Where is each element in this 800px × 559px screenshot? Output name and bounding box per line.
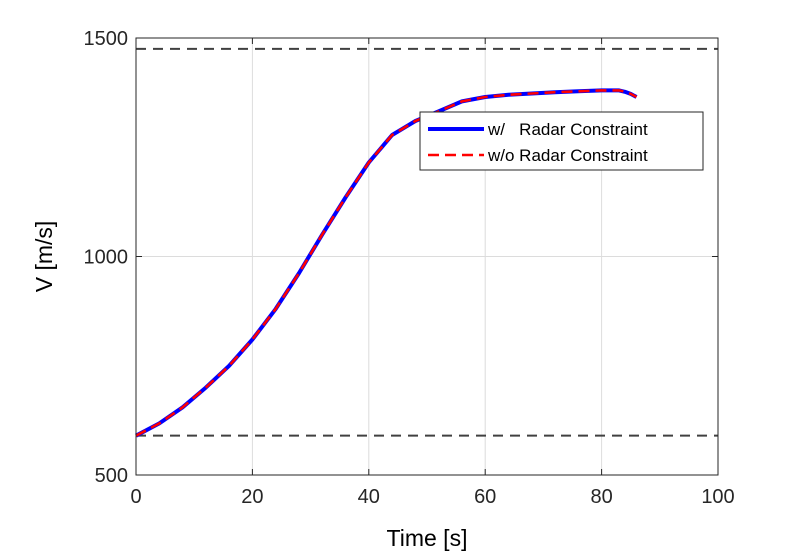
x-axis-label: Time [s]: [387, 525, 468, 551]
x-tick-label-1: 20: [241, 486, 263, 508]
legend-entry-with-radar: w/ Radar Constraint: [487, 120, 648, 139]
y-tick-label-2: 1500: [84, 28, 129, 50]
legend: w/ Radar Constraint w/o Radar Constraint: [419, 111, 704, 171]
x-tick-label-0: 0: [130, 486, 141, 508]
x-tick-label-2: 40: [358, 486, 380, 508]
axes: [135, 37, 719, 476]
x-tick-label-5: 100: [701, 486, 734, 508]
x-tick-label-3: 60: [474, 486, 496, 508]
reference-lines: [136, 47, 718, 437]
tick-labels: 0 20 40 60 80 100 500 1000 1500: [84, 28, 735, 508]
y-tick-label-0: 500: [95, 465, 128, 487]
series-line-1: [135, 89, 638, 437]
series-lines: [135, 88, 638, 438]
y-axis-label: V [m/s]: [31, 221, 57, 293]
legend-box: [419, 111, 704, 171]
y-tick-label-1: 1000: [84, 247, 129, 269]
x-tick-label-4: 80: [590, 486, 612, 508]
legend-entry-without-radar: w/o Radar Constraint: [487, 146, 648, 165]
